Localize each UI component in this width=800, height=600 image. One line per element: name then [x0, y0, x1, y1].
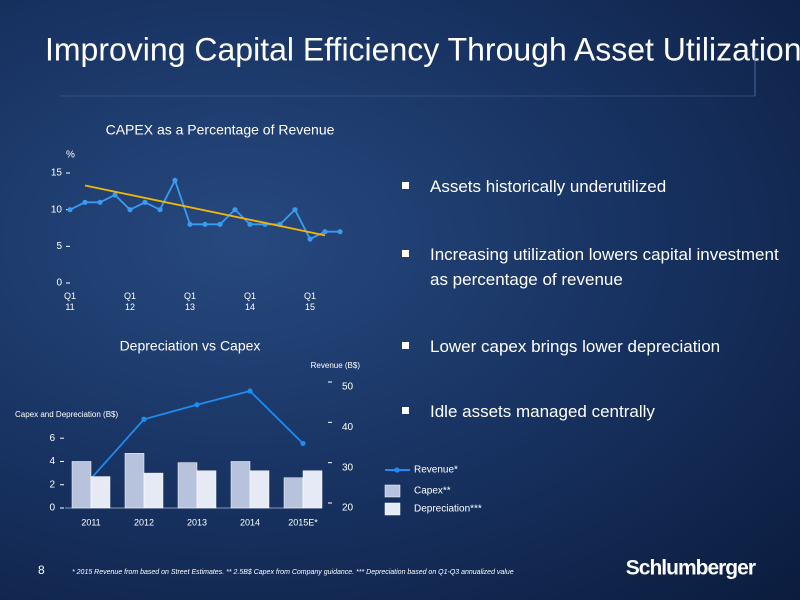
legend-swatch [384, 502, 401, 516]
y-tick-label: 2 [49, 479, 55, 490]
data-point [307, 236, 313, 242]
data-point [141, 416, 147, 422]
legend-label: Revenue* [414, 465, 458, 476]
data-point [172, 177, 178, 183]
y-tick-label: 4 [49, 456, 55, 467]
x-tick-label: 2011 [81, 517, 100, 527]
data-point [187, 221, 193, 227]
bar [196, 470, 217, 509]
bar [230, 461, 251, 509]
data-point [247, 221, 253, 227]
y-tick-label: 10 [51, 204, 63, 215]
bullet: Lower capex brings lower depreciation [402, 334, 790, 359]
y-tick-label: 5 [56, 241, 62, 252]
bar [143, 472, 164, 509]
trend-line [84, 184, 326, 237]
bar [177, 462, 198, 509]
logo: Schlumberger [626, 557, 756, 580]
data-point [247, 388, 253, 394]
data-point [127, 207, 133, 213]
data-point [337, 229, 343, 235]
data-point [232, 207, 238, 213]
x-tick-label: Q1 12 [124, 291, 136, 312]
legend-swatch [384, 484, 401, 498]
data-point [157, 207, 163, 213]
y2-axis-label: Revenue (B$) [311, 361, 361, 370]
data-point [142, 199, 148, 205]
data-point [202, 221, 208, 227]
legend-label: Depreciation*** [414, 504, 482, 515]
legend-label: Capex** [414, 486, 451, 497]
x-tick-label: 2015E* [288, 517, 318, 527]
chart-title: Depreciation vs Capex [120, 338, 261, 354]
bar [124, 453, 145, 509]
bar [90, 476, 111, 509]
data-point [97, 199, 103, 205]
y2-tick-label: 50 [342, 382, 354, 393]
x-tick-label: Q1 14 [244, 291, 256, 312]
bullet: Idle assets managed centrally [402, 399, 790, 424]
y-tick-label: 6 [49, 433, 55, 444]
data-point [292, 207, 298, 213]
x-tick-label: Q1 11 [64, 291, 76, 312]
y2-tick-label: 30 [342, 462, 354, 473]
data-point [82, 199, 88, 205]
y2-tick-label: 20 [342, 503, 354, 514]
bar [302, 470, 323, 509]
y-tick-label: 15 [51, 168, 63, 179]
bar [283, 477, 304, 509]
y2-tick-label: 40 [342, 422, 354, 433]
y-axis-label: % [66, 150, 75, 161]
y-axis-label: Capex and Depreciation (B$) [15, 410, 119, 419]
slide-title: Improving Capital Efficiency Through Ass… [45, 31, 800, 67]
chart-title: CAPEX as a Percentage of Revenue [106, 122, 335, 138]
page-number: 8 [38, 563, 45, 577]
footnote: * 2015 Revenue from based on Street Esti… [72, 569, 514, 576]
data-point [194, 402, 200, 408]
x-tick-label: 2013 [187, 517, 207, 527]
data-point [322, 229, 328, 235]
data-point [300, 440, 306, 447]
y-tick-label: 0 [56, 278, 62, 289]
x-tick-label: 2014 [240, 517, 260, 527]
x-tick-label: Q1 13 [184, 291, 196, 312]
bullet: Increasing utilization lowers capital in… [402, 242, 790, 292]
bullet: Assets historically underutilized [402, 174, 790, 199]
x-tick-label: Q1 15 [304, 291, 316, 312]
data-point [67, 207, 73, 213]
data-point [112, 192, 118, 198]
x-tick-label: 2012 [134, 517, 154, 527]
legend-marker [394, 467, 400, 473]
y-tick-label: 0 [49, 503, 55, 514]
data-point [217, 221, 223, 227]
bar [249, 470, 270, 509]
bar [71, 461, 92, 509]
